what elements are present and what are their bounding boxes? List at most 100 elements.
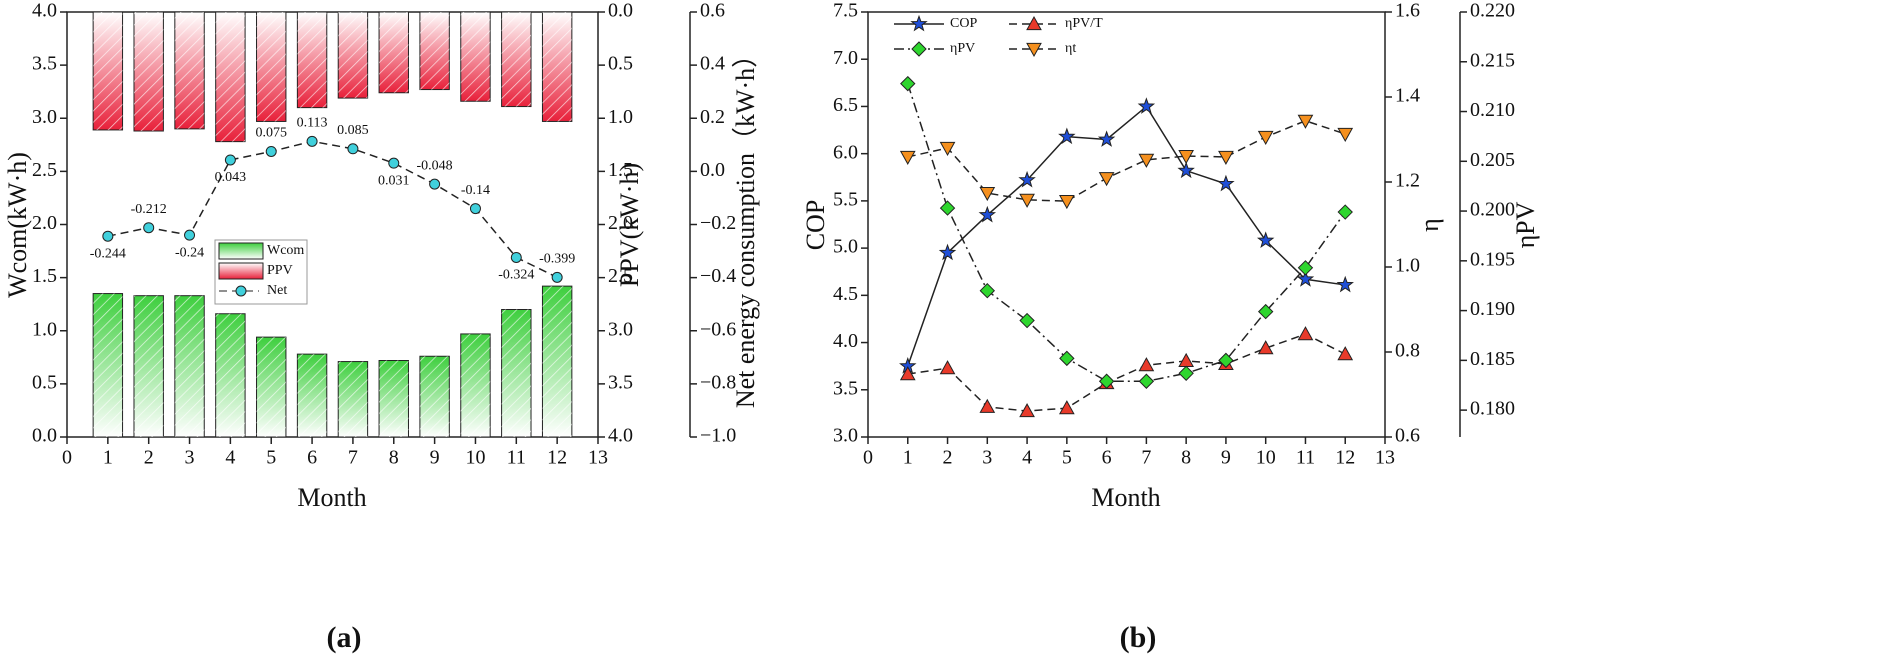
- legend-label: ηPV: [950, 41, 975, 56]
- marker: [1019, 193, 1035, 208]
- x-tick-label: 2: [144, 447, 154, 469]
- marker: [1336, 275, 1354, 293]
- marker: [551, 271, 563, 283]
- x-tick-label: 13: [588, 447, 608, 469]
- marker: [1177, 161, 1195, 179]
- y-tick-label: 7.5: [833, 0, 858, 22]
- marker: [510, 251, 522, 263]
- legend-marker: [235, 285, 247, 297]
- x-tick-label: 5: [1062, 447, 1072, 469]
- bar-hatch: [460, 333, 491, 437]
- bar-hatch: [338, 361, 368, 437]
- legend-label: Wcom: [267, 243, 304, 258]
- marker: [1059, 350, 1075, 367]
- y-tick-label: 0.5: [608, 53, 633, 75]
- marker: [1257, 130, 1274, 145]
- y-tick-label: 0.190: [1470, 298, 1515, 320]
- x-tick-label: 8: [1181, 447, 1191, 469]
- marker: [1178, 365, 1194, 382]
- y-tick-label: 5.0: [833, 236, 858, 258]
- x-tick-label: 3: [185, 447, 195, 469]
- y-tick-label: 0.6: [1395, 425, 1420, 447]
- marker: [1178, 149, 1194, 165]
- marker: [1058, 127, 1076, 145]
- marker: [1337, 346, 1354, 361]
- bar-hatch: [379, 360, 409, 437]
- marker: [1097, 130, 1116, 147]
- panel-title: (b): [1120, 621, 1157, 654]
- marker: [1138, 357, 1155, 372]
- y-tick-label: 0.205: [1470, 149, 1515, 171]
- bar-hatch: [542, 286, 572, 437]
- marker: [1297, 260, 1314, 276]
- bar-hatch: [542, 12, 572, 122]
- x-tick-label: 7: [348, 447, 358, 469]
- plot-frame: [867, 11, 1386, 438]
- y-tick-label: 5.5: [833, 188, 858, 210]
- marker: [1218, 150, 1234, 165]
- data-label: 0.085: [337, 123, 369, 138]
- line: [907, 83, 1346, 383]
- line: [907, 120, 1346, 202]
- y-tick-label: 1.2: [1395, 170, 1420, 192]
- marker: [429, 178, 441, 190]
- bar-hatch: [174, 12, 205, 129]
- legend-swatch: [218, 262, 264, 280]
- y-tick-label: 0.210: [1470, 99, 1515, 121]
- y-tick-label: 0.195: [1470, 248, 1515, 270]
- y-tick-label: 6.5: [833, 94, 858, 116]
- marker: [388, 157, 400, 169]
- y-tick-label: 0.200: [1470, 199, 1515, 221]
- y-tick-label: 2.5: [32, 159, 57, 181]
- y-tick-label: 3.5: [608, 371, 633, 393]
- data-label: -0.24: [175, 245, 204, 260]
- bar-hatch: [256, 12, 286, 122]
- marker: [1138, 153, 1155, 168]
- y-tick-label: 0.0: [32, 425, 57, 447]
- y-tick-label: 4.5: [833, 283, 858, 305]
- y-tick-label: 6.0: [833, 141, 858, 163]
- legend-marker: [911, 41, 927, 57]
- marker: [1337, 127, 1354, 143]
- marker: [1218, 352, 1234, 369]
- data-label: -0.244: [90, 246, 126, 261]
- data-label: 0.031: [378, 173, 410, 188]
- marker: [978, 205, 997, 223]
- y-tick-label: 4.0: [608, 425, 633, 447]
- y-tick-label: 0.0: [700, 159, 725, 181]
- y-tick-label: 0.0: [608, 0, 633, 22]
- x-axis-title: Month: [1091, 483, 1160, 512]
- marker: [1098, 172, 1115, 187]
- x-tick-label: 9: [430, 447, 440, 469]
- y-tick-label: −0.2: [700, 212, 736, 234]
- y-tick-label: 0.180: [1470, 398, 1515, 420]
- legend-swatch: [218, 242, 264, 260]
- bar-hatch: [460, 12, 491, 102]
- marker: [1137, 97, 1156, 114]
- bar-hatch: [379, 12, 409, 93]
- legend-label: PPV: [267, 263, 293, 278]
- marker: [265, 145, 277, 157]
- data-label: -0.14: [461, 183, 490, 198]
- marker: [1297, 114, 1314, 129]
- data-label: -0.324: [498, 268, 534, 283]
- y-tick-label: −0.8: [700, 371, 736, 393]
- y-tick-label: 7.0: [833, 47, 858, 69]
- y-tick-label: 3.0: [833, 425, 858, 447]
- y-axis-title: η: [1415, 218, 1444, 232]
- x-tick-label: 7: [1141, 447, 1151, 469]
- bar-hatch: [174, 295, 205, 437]
- y-tick-label: 2.0: [32, 212, 57, 234]
- x-axis-title: Month: [297, 483, 366, 512]
- x-tick-label: 5: [266, 447, 276, 469]
- line: [107, 140, 558, 279]
- y-tick-label: 0.2: [700, 106, 725, 128]
- marker: [979, 186, 996, 202]
- x-tick-label: 0: [62, 447, 72, 469]
- bar-hatch: [93, 12, 123, 130]
- bar-hatch: [501, 12, 532, 107]
- x-tick-label: 3: [982, 447, 992, 469]
- legend-marker: [1026, 15, 1042, 31]
- marker: [1059, 195, 1075, 210]
